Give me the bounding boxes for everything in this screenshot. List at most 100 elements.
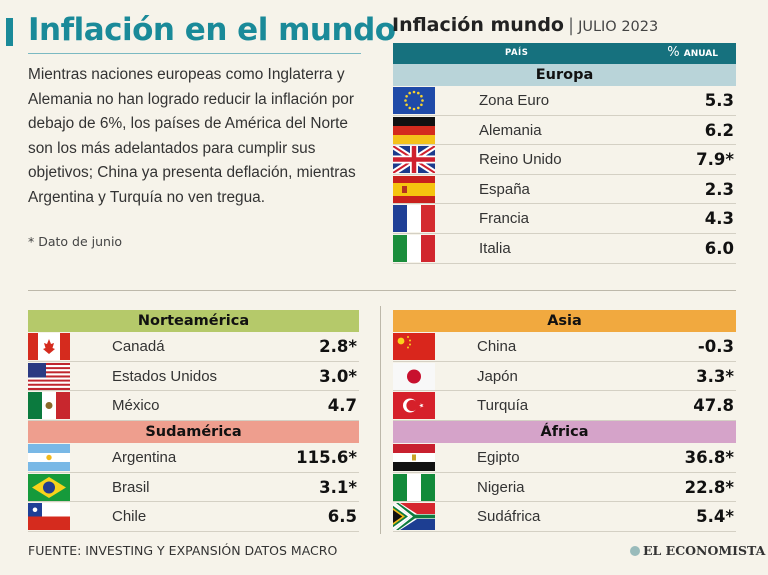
inflation-value: 2.3: [704, 179, 734, 199]
table-row: China -0.3: [393, 332, 736, 362]
inflation-value: 6.2: [704, 120, 734, 140]
inflation-value: 6.0: [704, 238, 734, 258]
source-note: FUENTE: INVESTING Y EXPANSIÓN DATOS MACR…: [28, 543, 338, 558]
intro-text: Mientras naciones europeas como Inglater…: [28, 66, 356, 206]
country-name: Chile: [112, 508, 147, 526]
flag-mx-icon: [28, 392, 70, 420]
footnote: * Dato de junio: [28, 234, 123, 249]
table-row: Alemania 6.2: [393, 116, 736, 146]
region-header-africa: África: [393, 421, 736, 443]
flag-us-icon: [28, 362, 70, 390]
flag-eu-icon: [393, 87, 435, 114]
table-row: México 4.7: [28, 391, 359, 421]
flag-za-icon: [393, 503, 435, 531]
logo-globe-icon: [630, 546, 640, 556]
section-divider: [28, 290, 736, 291]
inflation-value: 2.8*: [319, 337, 357, 356]
panel-separator: |: [567, 15, 575, 36]
table-row: Reino Unido 7.9*: [393, 145, 736, 175]
region-norteamerica: Norteamérica Canadá 2.8* Estados Unidos 3.0*…: [28, 310, 359, 421]
inflation-value: 3.0*: [319, 366, 357, 386]
inflation-value: 3.1*: [319, 477, 357, 497]
inflation-value: 7.9*: [696, 150, 734, 170]
panel-date: JULIO 2023: [578, 19, 659, 35]
region-header-europa: Europa: [393, 64, 736, 86]
table-row: Sudáfrica 5.4*: [393, 502, 736, 532]
table-row: Estados Unidos 3.0*: [28, 362, 359, 392]
country-name: Zona Euro: [479, 92, 550, 109]
title-accent-bar: [6, 18, 13, 46]
flag-es-icon: [393, 175, 435, 203]
country-name: Reino Unido: [479, 151, 562, 169]
table-row: Egipto 36.8*: [393, 443, 736, 473]
country-name: Alemania: [479, 121, 542, 139]
inflation-value: 115.6*: [296, 448, 357, 467]
country-name: México: [112, 397, 160, 415]
inflation-value: 47.8: [693, 396, 734, 416]
country-name: Brasil: [112, 478, 150, 496]
page-title: Inflación en el mundo: [28, 12, 396, 48]
flag-cl-icon: [28, 503, 70, 531]
inflation-value: 5.3: [704, 91, 734, 110]
region-sudamerica: Sudamérica Argentina 115.6* Brasil 3.1* Chile…: [28, 421, 359, 532]
inflation-value: 4.3: [704, 209, 734, 229]
table-row: España 2.3: [393, 175, 736, 205]
flag-ca-icon: [28, 333, 70, 360]
country-name: China: [477, 338, 517, 355]
region-header-sudamerica: Sudamérica: [28, 421, 359, 443]
country-name: Estados Unidos: [112, 367, 218, 385]
flag-ng-icon: [393, 473, 435, 501]
inflation-value: 36.8*: [684, 448, 734, 467]
table-row: Canadá 2.8*: [28, 332, 359, 362]
column-country: PAÍS: [505, 48, 529, 58]
table-row: Francia 4.3: [393, 204, 736, 234]
logo-text: EL ECONOMISTA: [643, 543, 766, 558]
inflation-value: 6.5: [327, 507, 357, 527]
title-underline: [28, 53, 361, 54]
publisher-logo: EL ECONOMISTA: [630, 543, 765, 558]
inflation-value: 3.3*: [696, 366, 734, 386]
flag-fr-icon: [393, 205, 435, 233]
flag-de-icon: [393, 116, 435, 144]
region-asia: Asia China -0.3 Japón 3.3* Turquía 47.8: [393, 310, 736, 421]
inflation-value: 4.7: [327, 396, 357, 416]
flag-cn-icon: [393, 333, 435, 360]
country-name: Turquía: [477, 397, 529, 415]
flag-gb-icon: [393, 146, 435, 174]
column-annual-percent: %: [667, 45, 680, 60]
flag-eg-icon: [393, 444, 435, 471]
country-name: Egipto: [477, 449, 520, 466]
region-header-asia: Asia: [393, 310, 736, 332]
table-header: PAÍS % ANUAL: [393, 43, 736, 64]
country-name: Japón: [477, 367, 518, 385]
flag-ar-icon: [28, 444, 70, 471]
flag-tr-icon: [393, 392, 435, 420]
column-annual-label: ANUAL: [683, 49, 718, 59]
table-row: Japón 3.3*: [393, 362, 736, 392]
column-divider: [380, 306, 381, 534]
country-name: Canadá: [112, 338, 165, 355]
region-africa: África Egipto 36.8* Nigeria 22.8* Sudáfrica 5.…: [393, 421, 736, 532]
region-header-norteamerica: Norteamérica: [28, 310, 359, 332]
table-row: Chile 6.5: [28, 502, 359, 532]
panel-heading: Inflación mundo: [392, 14, 564, 36]
inflation-value: -0.3: [697, 337, 734, 356]
table-row: Zona Euro 5.3: [393, 86, 736, 116]
country-name: Francia: [479, 210, 530, 228]
country-name: Italia: [479, 239, 511, 257]
inflation-value: 22.8*: [684, 477, 734, 497]
region-europa: Europa Zona Euro 5.3 Alemania 6.2 Reino Unido…: [393, 64, 736, 264]
table-row: Turquía 47.8: [393, 391, 736, 421]
country-name: España: [479, 180, 530, 198]
flag-br-icon: [28, 473, 70, 501]
country-name: Nigeria: [477, 478, 525, 496]
table-row: Nigeria 22.8*: [393, 473, 736, 503]
table-row: Brasil 3.1*: [28, 473, 359, 503]
table-row: Italia 6.0: [393, 234, 736, 264]
panel-title: Inflación mundo | JULIO 2023: [392, 14, 658, 36]
column-annual: % ANUAL: [667, 45, 718, 60]
inflation-value: 5.4*: [696, 507, 734, 527]
country-name: Argentina: [112, 449, 177, 466]
flag-jp-icon: [393, 362, 435, 390]
country-name: Sudáfrica: [477, 508, 541, 526]
